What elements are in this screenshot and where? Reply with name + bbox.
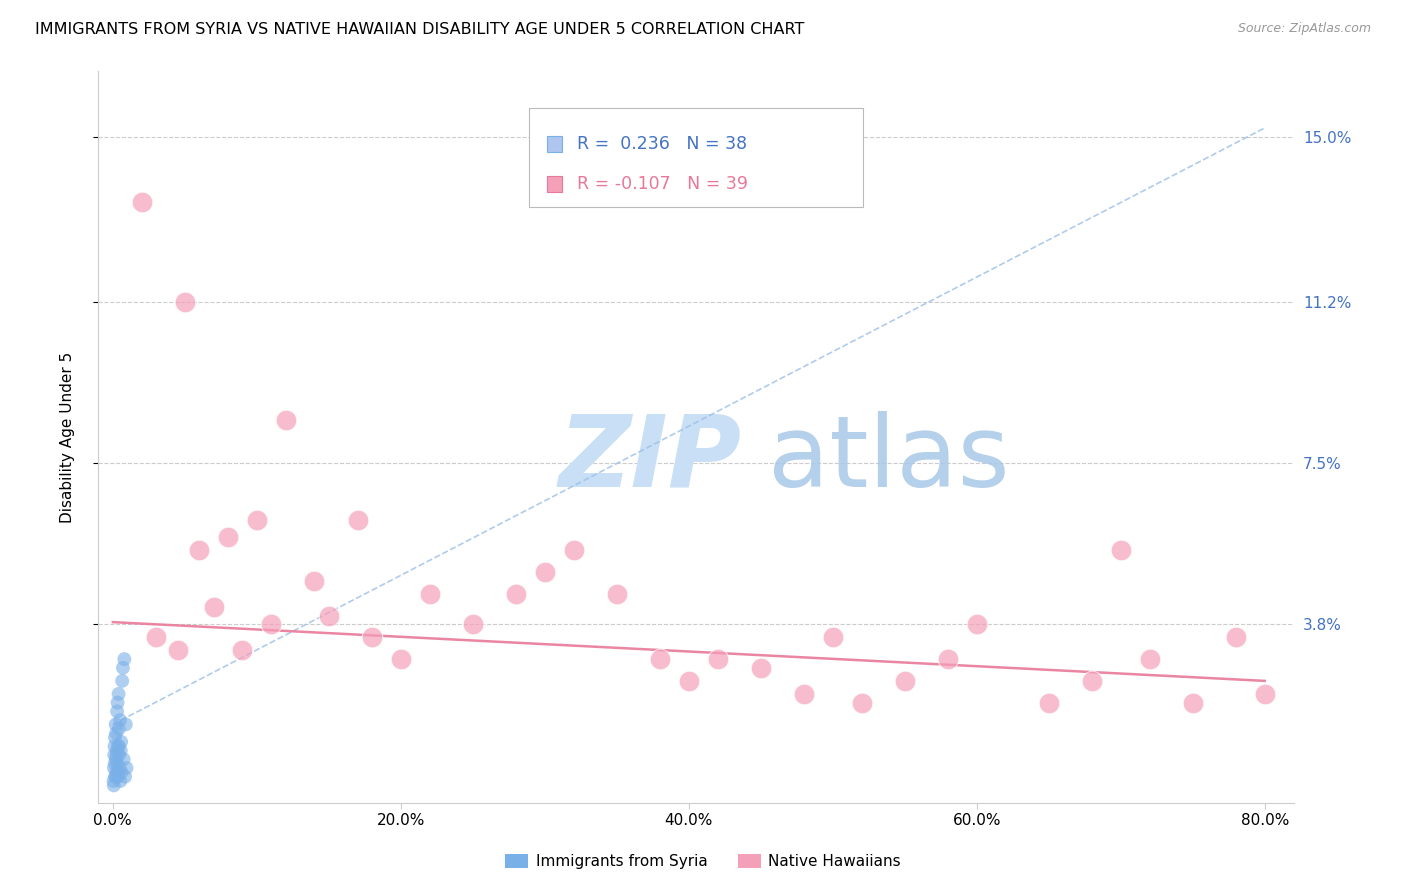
Point: [104, 756, 127, 771]
Point: [461, 617, 484, 632]
Point: [793, 687, 815, 701]
Point: [533, 565, 555, 579]
Point: [103, 739, 125, 754]
Point: [304, 574, 326, 588]
Point: [111, 661, 134, 675]
Point: [419, 587, 441, 601]
Point: [103, 747, 125, 762]
Point: [107, 687, 129, 701]
Point: [231, 643, 253, 657]
Text: IMMIGRANTS FROM SYRIA VS NATIVE HAWAIIAN DISABILITY AGE UNDER 5 CORRELATION CHAR: IMMIGRANTS FROM SYRIA VS NATIVE HAWAIIAN…: [35, 22, 804, 37]
Point: [105, 705, 128, 719]
Point: [107, 696, 129, 710]
Point: [706, 652, 728, 666]
Point: [131, 194, 153, 209]
Point: [318, 608, 340, 623]
Point: [110, 765, 132, 780]
Point: [103, 761, 125, 775]
Point: [104, 770, 127, 784]
Point: [1109, 543, 1132, 558]
Point: [112, 652, 135, 666]
Text: atlas: atlas: [768, 410, 1010, 508]
Point: [108, 761, 131, 775]
Point: [260, 617, 283, 632]
Point: [110, 743, 132, 757]
Point: [648, 652, 671, 666]
Point: [114, 717, 136, 731]
Point: [821, 631, 844, 645]
Point: [851, 696, 873, 710]
Point: [1254, 687, 1277, 701]
Point: [145, 631, 167, 645]
Point: [1225, 631, 1247, 645]
Point: [107, 739, 129, 754]
Point: [936, 652, 959, 666]
Point: [105, 765, 128, 780]
Point: [505, 587, 527, 601]
Point: [188, 543, 211, 558]
Point: [1139, 652, 1161, 666]
Y-axis label: Disability Age Under 5: Disability Age Under 5: [60, 351, 75, 523]
Point: [114, 770, 136, 784]
Point: [103, 774, 125, 789]
Point: [108, 713, 131, 727]
Point: [107, 756, 129, 771]
Point: [202, 599, 225, 614]
Point: [749, 661, 772, 675]
Bar: [547, 176, 562, 192]
Point: [105, 726, 128, 740]
Point: [1081, 673, 1104, 688]
Point: [562, 543, 585, 558]
Point: [108, 722, 131, 736]
Point: [173, 295, 195, 310]
FancyBboxPatch shape: [529, 108, 863, 207]
Point: [103, 778, 125, 792]
Bar: [547, 136, 562, 152]
Point: [1181, 696, 1204, 710]
Point: [104, 752, 127, 766]
Point: [110, 735, 132, 749]
Point: [389, 652, 412, 666]
Point: [217, 530, 239, 544]
Point: [246, 513, 269, 527]
Point: [108, 747, 131, 762]
Point: [966, 617, 988, 632]
Text: ZIP: ZIP: [558, 410, 741, 508]
Point: [107, 770, 129, 784]
Text: Source: ZipAtlas.com: Source: ZipAtlas.com: [1237, 22, 1371, 36]
Point: [104, 731, 127, 745]
Point: [346, 513, 368, 527]
Point: [104, 770, 127, 784]
Point: [606, 587, 628, 601]
Point: [361, 631, 384, 645]
Point: [274, 412, 297, 426]
Point: [115, 761, 138, 775]
Point: [1038, 696, 1060, 710]
Text: R = -0.107   N = 39: R = -0.107 N = 39: [576, 175, 748, 193]
Point: [108, 739, 131, 754]
Point: [105, 743, 128, 757]
Point: [893, 673, 915, 688]
Text: R =  0.236   N = 38: R = 0.236 N = 38: [576, 135, 747, 153]
Point: [112, 752, 135, 766]
Point: [107, 765, 129, 780]
Point: [104, 717, 127, 731]
Legend: Immigrants from Syria, Native Hawaiians: Immigrants from Syria, Native Hawaiians: [499, 848, 907, 875]
Point: [678, 673, 700, 688]
Point: [111, 673, 134, 688]
Point: [166, 643, 188, 657]
Point: [110, 774, 132, 789]
Point: [105, 747, 128, 762]
